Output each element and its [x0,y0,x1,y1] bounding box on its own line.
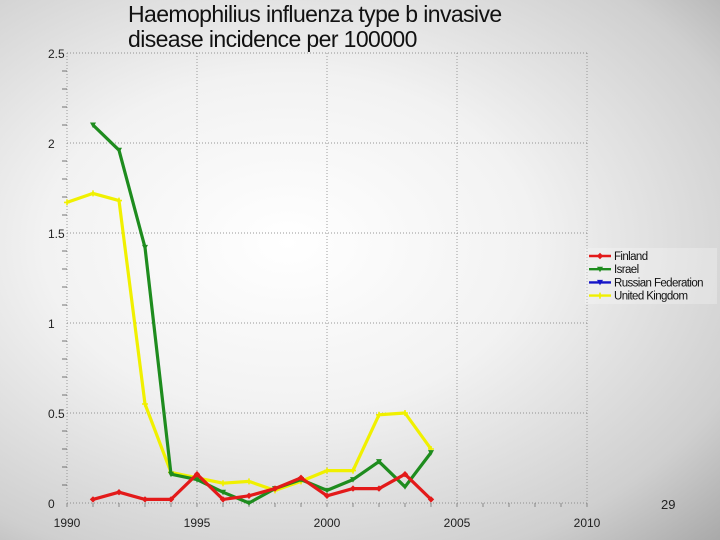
data-point [142,401,148,407]
data-point [90,190,96,197]
y-tick-label: 2.5 [48,47,65,61]
data-point [116,197,122,204]
y-tick-label: 1.5 [48,227,65,241]
legend-label: Finland [614,251,648,263]
data-point [376,411,382,418]
chart-series [64,122,435,506]
chart-axes: 0 0.5 1 1.5 2 2.5 1990 1995 2000 2005 2010 [48,47,601,530]
data-point [219,496,227,503]
series-line [66,191,433,492]
data-point [427,496,435,503]
data-point [193,471,201,478]
series-finland [89,471,435,503]
data-point [350,477,356,483]
data-point [141,496,149,503]
data-point [142,244,148,251]
x-tick-label: 1995 [184,516,211,530]
data-point [428,450,434,456]
data-point [116,147,122,154]
data-point [596,252,604,260]
y-tick-label: 0.5 [48,407,65,421]
x-tick-label: 2010 [574,516,601,530]
data-point [597,279,603,286]
data-point [64,199,70,206]
data-point [401,471,409,478]
data-point [245,492,253,499]
data-point [402,484,408,490]
data-point [349,485,357,492]
series-line [91,123,433,505]
data-point [597,292,603,299]
page-number: 29 [661,497,675,512]
data-point [323,492,331,499]
legend-label: Israel [614,264,639,276]
y-tick-label: 2 [48,137,55,151]
series-united-kingdom [64,190,434,494]
data-point [271,485,279,492]
legend-item: United Kingdom [589,291,688,303]
data-point [597,266,603,273]
data-point [324,487,330,494]
chart-title-line-2: disease incidence per 100000 [128,26,417,52]
legend-item: Finland [589,251,648,263]
chart-title: Haemophilius influenza type b invasive d… [128,2,598,52]
data-point [89,496,97,503]
data-point [376,459,382,465]
chart-title-line-1: Haemophilius influenza type b invasive [128,1,502,27]
data-point [220,480,226,487]
data-point [350,467,356,474]
data-point [90,122,96,128]
data-point [246,500,252,506]
data-point [115,489,123,496]
y-tick-label: 1 [48,317,55,331]
series-israel [90,122,434,506]
series-line [92,472,433,501]
legend-label: Russian Federation [614,277,703,289]
data-point [297,474,305,481]
chart-grid [66,52,588,504]
data-point [194,477,200,483]
x-tick-label: 2005 [444,516,471,530]
x-tick-label: 2000 [314,516,341,530]
data-point [402,410,408,416]
legend-item: Russian Federation [589,277,704,289]
legend-item: Israel [589,264,639,276]
legend-label: United Kingdom [614,291,687,303]
data-point [375,485,383,492]
data-point [246,478,252,485]
data-point [324,467,330,474]
y-tick-label: 0 [48,497,55,511]
data-point [168,471,174,478]
data-point [220,489,226,496]
data-point [167,496,175,503]
x-tick-label: 1990 [54,516,81,530]
